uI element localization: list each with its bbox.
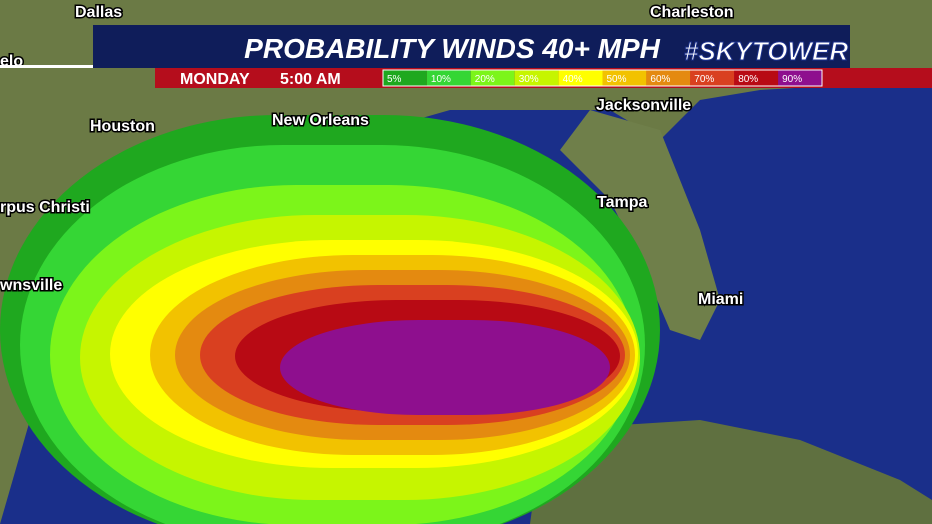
legend-swatch: [778, 70, 822, 86]
legend-swatch: [646, 70, 691, 86]
title: PROBABILITY WINDS 40+ MPH: [244, 33, 660, 64]
city-label: New Orleans: [272, 112, 369, 129]
cuba: [530, 420, 932, 524]
city-label: Charleston: [650, 4, 734, 21]
legend-label: 40%: [563, 74, 583, 85]
legend-frame: [382, 69, 823, 87]
florida: [560, 110, 720, 340]
divider: [0, 65, 93, 68]
legend-label: 30%: [519, 74, 539, 85]
legend-label: 50%: [607, 74, 627, 85]
legend-swatch: [514, 70, 559, 86]
legend-swatch: [602, 70, 647, 86]
legend-label: 60%: [650, 74, 670, 85]
legend-label: 10%: [431, 74, 451, 85]
legend-swatch: [734, 70, 779, 86]
city-label: Tampa: [597, 194, 647, 211]
city-label: Jacksonville: [596, 97, 691, 114]
legend-swatch: [470, 70, 515, 86]
title-band: [93, 25, 850, 68]
legend-label: 80%: [738, 74, 758, 85]
legend-label: 20%: [475, 74, 495, 85]
swath-band: [280, 320, 610, 415]
brand: #SKYTOWER: [684, 36, 848, 66]
probability-swath: [0, 115, 660, 524]
legend-swatch: [558, 70, 603, 86]
legend-swatch: [690, 70, 735, 86]
legend: 5% 10% 20% 30% 40% 50% 60% 70% 80% 90%: [382, 69, 823, 87]
city-label: Miami: [698, 291, 743, 308]
city-label: wnsville: [0, 277, 62, 294]
legend-label: 70%: [694, 74, 714, 85]
city-label: rpus Christi: [0, 199, 90, 216]
city-label: Houston: [90, 118, 155, 135]
legend-label: 90%: [782, 74, 802, 85]
time: 5:00 AM: [280, 71, 341, 88]
city-label: Dallas: [75, 4, 122, 21]
day: MONDAY: [180, 71, 250, 88]
legend-label: 5%: [387, 74, 402, 85]
legend-swatch: [426, 70, 471, 86]
legend-swatch: [383, 70, 427, 86]
